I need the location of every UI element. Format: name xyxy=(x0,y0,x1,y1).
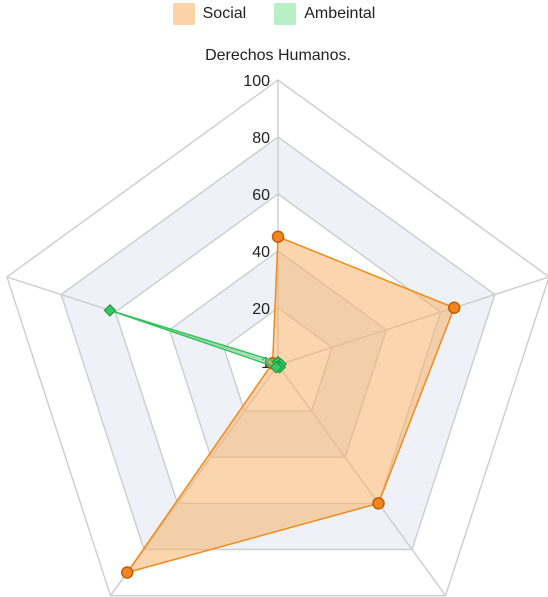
grid-ring-100 xyxy=(6,79,548,597)
legend-item-social[interactable]: Social xyxy=(172,3,247,25)
legend: Social Ambeintal xyxy=(0,2,548,26)
series-area-social xyxy=(126,236,455,574)
legend-swatch-ambeintal xyxy=(274,3,297,25)
data-point-social-2 xyxy=(372,497,385,510)
legend-item-ambeintal[interactable]: Ambeintal xyxy=(274,3,375,25)
legend-swatch-social xyxy=(172,3,195,25)
tick-label-40: 40 xyxy=(252,244,270,261)
grid-ring-80 xyxy=(60,136,496,551)
data-point-social-3 xyxy=(120,566,134,579)
axis-label-0: Derechos Humanos. xyxy=(205,47,351,64)
data-point-ambeintal-4 xyxy=(103,304,117,317)
legend-label-ambeintal: Ambeintal xyxy=(304,5,376,22)
data-point-ambeintal-3 xyxy=(269,360,283,374)
data-point-social-1 xyxy=(447,301,461,315)
tick-label-80: 80 xyxy=(252,130,270,147)
legend-label-social: Social xyxy=(202,5,247,22)
grid-band-0 xyxy=(61,137,495,550)
data-point-social-0 xyxy=(271,230,285,243)
tick-label-100: 100 xyxy=(243,73,270,90)
tick-label-20: 20 xyxy=(252,301,270,318)
tick-label-60: 60 xyxy=(252,187,270,204)
